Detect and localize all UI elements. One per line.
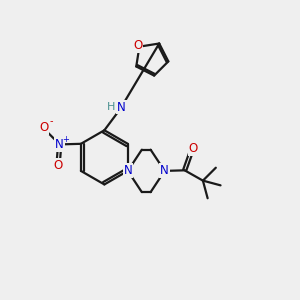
- Text: O: O: [189, 142, 198, 155]
- Text: N: N: [55, 138, 64, 151]
- Text: -: -: [50, 116, 53, 126]
- Text: H: H: [107, 102, 115, 112]
- Text: N: N: [117, 100, 126, 113]
- Text: +: +: [62, 135, 69, 144]
- Text: N: N: [123, 164, 132, 177]
- Text: O: O: [54, 158, 63, 172]
- Text: O: O: [133, 39, 142, 52]
- Text: O: O: [39, 121, 48, 134]
- Text: N: N: [160, 164, 169, 177]
